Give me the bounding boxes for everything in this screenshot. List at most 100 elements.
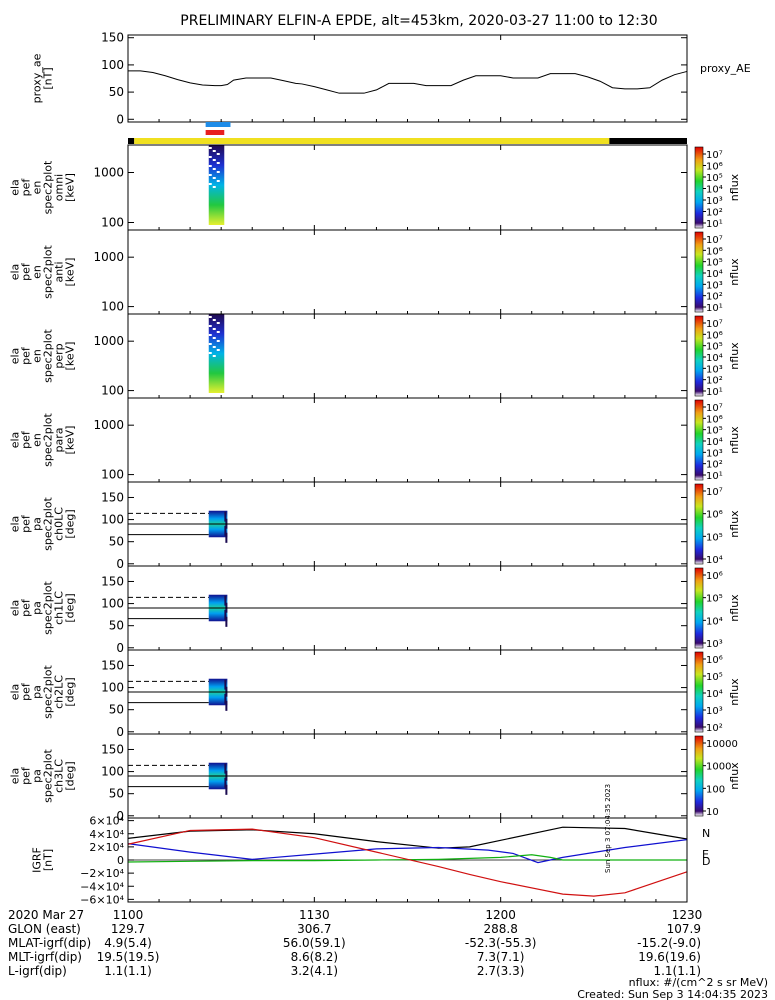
pa-spectrogram-speck [225,616,228,627]
panel-anti-ylabel-line: spec2plot [42,245,55,299]
y-tick-label: 50 [109,619,124,633]
panel-perp-ylabel-line: spec2plot [42,329,55,383]
y-tick-label: 1000 [93,166,124,180]
panel-para-ylabel-line: [keV] [64,426,77,455]
igrf-legend-n: N [702,827,710,840]
panel-ch0lc-ylabel-line: pa [31,517,44,531]
orbit-row-label: MLAT-igrf(dip) [8,936,91,950]
energy-spectrogram-block [208,314,225,393]
y-tick-label: −2×10⁴ [80,867,124,880]
colorbar [694,735,704,817]
panel-para-ylabel-line: en [31,433,44,447]
panel-omni-ylabel-line: ela [9,179,22,196]
colorbar-tick-label: 10⁶ [706,655,723,666]
pa-spectrogram-speck [225,784,228,795]
colorbar-tick-label: 1000 [706,762,731,773]
orbit-row-value: -52.3(-55.3) [465,936,536,950]
orbit-row-value: 1.1(1.1) [653,964,701,978]
panel-omni-ylabel-line: pef [20,178,33,197]
y-tick-label: 100 [101,468,124,482]
colorbar-tick-label: 10⁵ [706,672,723,683]
colorbar-tick-label: 10³ [706,364,723,375]
colorbar-tick-label: 10³ [706,706,723,717]
y-tick-label: 150 [101,658,124,672]
colorbar-label: nflux [728,342,741,370]
flux-units: nflux: #/(cm^2 s sr MeV) [629,976,768,989]
energy-spectrogram-gap [208,174,212,176]
y-tick-label: 100 [101,597,124,611]
y-tick-label: 100 [101,765,124,779]
y-tick-label: 1000 [93,418,124,432]
panel-ch1lc-ylabel-line: spec2plot [42,581,55,635]
y-tick-label: 0 [116,557,124,571]
side-stamp: Sun Sep 3 07:04:35 2023 [604,784,612,873]
energy-spectrogram-gap [212,168,216,170]
pa-spectrogram-speck [224,595,227,606]
pa-spectrogram-speck [224,763,227,774]
science-zone-bar-red [205,130,225,135]
orbit-row-value: -15.2(-9.0) [637,936,701,950]
colorbar-tick-label: 10⁶ [706,246,723,257]
panel-ch0lc-ylabel-line: ch0LC [53,507,66,541]
x-tick-label: 1200 [485,908,516,922]
y-tick-label: 0 [116,641,124,655]
status-bars [128,122,687,144]
panel-ch1lc-ylabel-line: pa [31,601,44,615]
igrf-series-line [127,839,688,864]
orbit-row-value: 288.8 [483,922,517,936]
energy-spectrogram-gap [208,165,212,167]
colorbar-tick-label: 10⁴ [706,616,723,627]
igrf-legend-d: D [702,855,710,868]
panel-omni-ylabel-line: spec2plot [42,160,55,214]
y-tick-label: 150 [101,31,124,45]
colorbar-tick-label: 10² [706,292,723,303]
orbit-row-label: MLT-igrf(dip) [8,950,82,964]
colorbar-tick-label: 10⁴ [706,437,723,448]
y-tick-label: 1000 [93,250,124,264]
colorbar-tick-label: 10⁵ [706,342,723,353]
panel-anti-ylabel-line: anti [53,261,66,282]
colorbar-tick-label: 10³ [706,280,723,291]
y-tick-label: 0 [116,725,124,739]
panel-anti-ylabel-line: pef [20,262,33,281]
panel-anti-ylabel-line: ela [9,264,22,281]
orbit-row-value: 129.7 [111,922,145,936]
energy-spectrogram-gap [208,316,212,318]
panel-ch1lc-ylabel-line: ela [9,600,22,617]
y-tick-label: 100 [101,300,124,314]
pa-spectrogram-speck [224,679,227,690]
pa-spectrogram-speck [224,693,227,704]
pa-spectrogram-speck [224,609,227,620]
colorbar [694,399,704,481]
orbit-row-value: 8.6(8.2) [291,950,339,964]
colorbar [694,651,704,733]
panel-proxy_ae-ylabel-line: [nT] [42,67,55,89]
panel-anti-frame [127,229,688,315]
energy-spectrogram-gap [208,325,212,327]
energy-spectrogram-gap [216,349,220,351]
panels-group: proxy_ae[nT]050100150proxy_AEelapefenspe… [9,31,751,907]
panel-igrf-ylabel-line: [nT] [42,849,55,871]
panel-ch3lc-ylabel-line: pa [31,769,44,783]
colorbar-tick-label: 10¹ [706,219,723,230]
panel-ch2lc-ylabel-line: pa [31,685,44,699]
orbit-row-value: 2.7(3.3) [477,964,525,978]
colorbar-tick-label: 10⁴ [706,269,723,280]
colorbar-tick-label: 10⁵ [706,426,723,437]
colorbar-tick-label: 10000 [706,739,738,750]
panel-ch2lc-ylabel-line: ch2LC [53,675,66,709]
y-tick-label: 50 [109,85,124,99]
panel-ch1lc-ylabel-line: [deg] [64,593,77,622]
panel-omni-ylabel-line: omni [53,174,66,201]
panel-igrf-ylabel-line: IGRF [31,847,44,873]
energy-spectrogram-gap [208,343,212,345]
orbit-row-value: 56.0(59.1) [283,936,346,950]
x-tick-label: 1230 [672,908,703,922]
y-tick-label: 100 [101,58,124,72]
panel-para-ylabel-line: para [53,428,66,453]
energy-spectrogram-gap [216,162,220,164]
energy-spectrogram-gap [212,150,216,152]
energy-spectrogram-gap [216,171,220,173]
energy-spectrogram-gap [208,183,212,185]
orbit-status-bar-segment [134,138,610,144]
